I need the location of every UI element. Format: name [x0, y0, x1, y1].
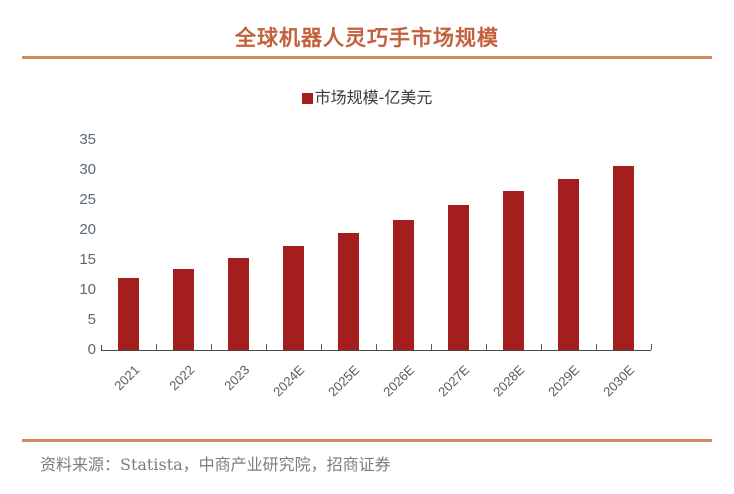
bar: [228, 258, 249, 350]
y-axis-tick-label: 25: [79, 191, 96, 208]
bar: [448, 204, 469, 350]
x-axis-tick: [431, 344, 432, 350]
y-axis-tick-label: 20: [79, 221, 96, 238]
y-axis-tick-label: 0: [87, 341, 96, 358]
bar: [283, 246, 304, 350]
y-axis-tick-label: 35: [79, 131, 96, 148]
x-axis-line: [101, 350, 651, 351]
legend-swatch-icon: [301, 93, 313, 104]
x-axis-tick-label: 2024E: [269, 362, 307, 400]
x-axis-tick-label: 2021: [110, 362, 142, 394]
bar: [613, 165, 634, 350]
bar: [118, 278, 139, 350]
y-axis-tick-label: 10: [79, 281, 96, 298]
x-axis-tick-label: 2026E: [379, 362, 417, 400]
x-axis-tick-label: 2029E: [544, 362, 582, 400]
x-axis-tick: [541, 344, 542, 350]
x-axis-tick: [266, 344, 267, 350]
x-axis-tick-label: 2030E: [599, 362, 637, 400]
x-axis-tick: [486, 344, 487, 350]
x-axis-tick: [596, 344, 597, 350]
y-axis-tick-label: 15: [79, 251, 96, 268]
title-divider: [22, 56, 712, 59]
x-axis-tick-label: 2022: [165, 362, 197, 394]
legend-item: 市场规模-亿美元: [301, 84, 433, 108]
x-axis-tick: [651, 344, 652, 350]
x-axis-tick: [156, 344, 157, 350]
bar: [338, 233, 359, 350]
chart-legend: 市场规模-亿美元: [0, 84, 734, 108]
x-axis-tick: [211, 344, 212, 350]
y-axis-tick-label: 5: [87, 311, 96, 328]
x-axis-tick-label: 2023: [220, 362, 252, 394]
y-axis-tick-label: 30: [79, 161, 96, 178]
x-axis-tick: [321, 344, 322, 350]
bar: [558, 179, 579, 350]
x-axis-end-cap: [101, 345, 102, 350]
source-note: 资料来源：Statista，中商产业研究院，招商证券: [40, 455, 391, 474]
bar: [503, 191, 524, 350]
legend-item-label: 市场规模-亿美元: [314, 88, 433, 107]
x-axis-tick-label: 2025E: [324, 362, 362, 400]
bar: [173, 269, 194, 350]
page-title: 全球机器人灵巧手市场规模: [235, 25, 499, 50]
x-axis-tick: [376, 344, 377, 350]
footer-divider: [22, 439, 712, 442]
x-axis-tick-label: 2027E: [434, 362, 472, 400]
x-axis-tick-label: 2028E: [489, 362, 527, 400]
bar: [393, 219, 414, 350]
